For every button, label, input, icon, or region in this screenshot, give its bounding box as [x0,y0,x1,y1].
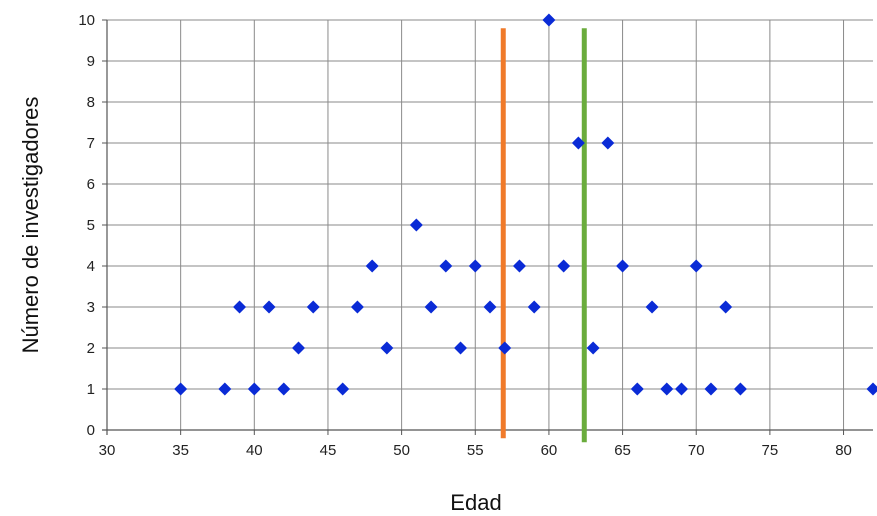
y-tick-label: 2 [87,340,95,357]
x-tick-label: 40 [246,442,263,459]
data-point [248,383,261,396]
x-tick-label: 70 [688,442,705,459]
y-tick-label: 6 [87,176,95,193]
data-point [233,301,246,314]
x-tick-label: 45 [320,442,337,459]
data-point [513,260,526,273]
data-points [174,14,877,396]
data-point [734,383,747,396]
x-tick-label: 55 [467,442,484,459]
data-point [675,383,688,396]
y-tick-label: 3 [87,299,95,316]
y-tick-label: 7 [87,135,95,152]
axes [102,20,873,435]
data-point [366,260,379,273]
data-point [616,260,629,273]
y-tick-label: 5 [87,217,95,234]
data-point [218,383,231,396]
data-point [719,301,732,314]
data-point [557,260,570,273]
x-tick-label: 35 [172,442,189,459]
data-point [425,301,438,314]
y-tick-label: 4 [87,258,95,275]
data-point [646,301,659,314]
data-point [469,260,482,273]
data-point [277,383,290,396]
y-tick-label: 8 [87,94,95,111]
data-point [704,383,717,396]
data-point [660,383,673,396]
x-axis-title: Edad [450,490,501,515]
y-tick-label: 0 [87,422,95,439]
data-point [601,137,614,150]
data-point [542,14,555,27]
y-tick-label: 1 [87,381,95,398]
data-point [351,301,364,314]
y-tick-label: 10 [78,12,95,29]
data-point [439,260,452,273]
data-point [410,219,423,232]
data-point [631,383,644,396]
x-tick-label: 60 [541,442,558,459]
x-tick-label: 65 [614,442,631,459]
grid [107,20,873,430]
y-axis-title: Número de investigadores [18,97,43,354]
data-point [587,342,600,355]
data-point [336,383,349,396]
x-tick-label: 50 [393,442,410,459]
x-tick-label: 75 [762,442,779,459]
data-point [292,342,305,355]
reference-lines [503,28,584,442]
x-tick-label: 80 [835,442,852,459]
data-point [484,301,497,314]
data-point [263,301,276,314]
data-point [380,342,393,355]
y-tick-label: 9 [87,53,95,70]
data-point [174,383,187,396]
data-point [690,260,703,273]
data-point [454,342,467,355]
data-point [867,383,877,396]
data-point [528,301,541,314]
data-point [498,342,511,355]
x-tick-label: 30 [99,442,116,459]
data-point [307,301,320,314]
